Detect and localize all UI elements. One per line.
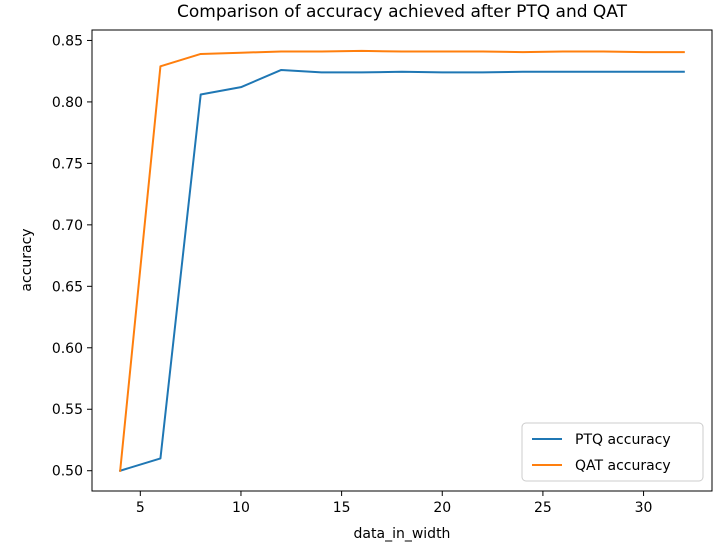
y-tick-label-0-65: 0.65 xyxy=(52,279,83,295)
y-tick-label-0-55: 0.55 xyxy=(52,402,83,418)
x-tick-label-20: 20 xyxy=(433,500,451,516)
series-line-qat-accuracy xyxy=(119,49,685,472)
chart-title: Comparison of accuracy achieved after PT… xyxy=(177,2,628,22)
x-axis-label: data_in_width xyxy=(354,526,451,542)
plot-frame xyxy=(91,29,713,492)
x-tick-label-10: 10 xyxy=(232,500,250,516)
y-tick-label-0-60: 0.60 xyxy=(52,341,83,357)
y-tick-label-0-85: 0.85 xyxy=(52,33,83,49)
y-axis-label: accuracy xyxy=(19,228,35,291)
legend-box xyxy=(521,422,704,482)
y-tick-label-0-50: 0.50 xyxy=(52,464,83,480)
legend-label-qat-accuracy: QAT accuracy xyxy=(575,458,671,474)
legend-label-ptq-accuracy: PTQ accuracy xyxy=(575,432,671,448)
x-tick-label-5: 5 xyxy=(136,500,145,516)
y-tick-label-0-75: 0.75 xyxy=(52,156,83,172)
x-axis: 5 10 15 20 25 30 xyxy=(136,491,653,516)
series-line-ptq-accuracy xyxy=(118,68,685,472)
series-layer xyxy=(118,49,685,472)
y-tick-label-0-80: 0.80 xyxy=(52,95,83,111)
y-axis: 0.50 0.55 0.60 0.65 0.70 0.75 0.80 0.85 xyxy=(52,33,92,480)
plot-area xyxy=(91,29,713,492)
x-tick-label-30: 30 xyxy=(635,500,653,516)
y-tick-label-0-70: 0.70 xyxy=(52,218,83,234)
x-tick-label-25: 25 xyxy=(534,500,552,516)
x-tick-label-15: 15 xyxy=(333,500,351,516)
legend: PTQ accuracy QAT accuracy xyxy=(521,422,704,482)
